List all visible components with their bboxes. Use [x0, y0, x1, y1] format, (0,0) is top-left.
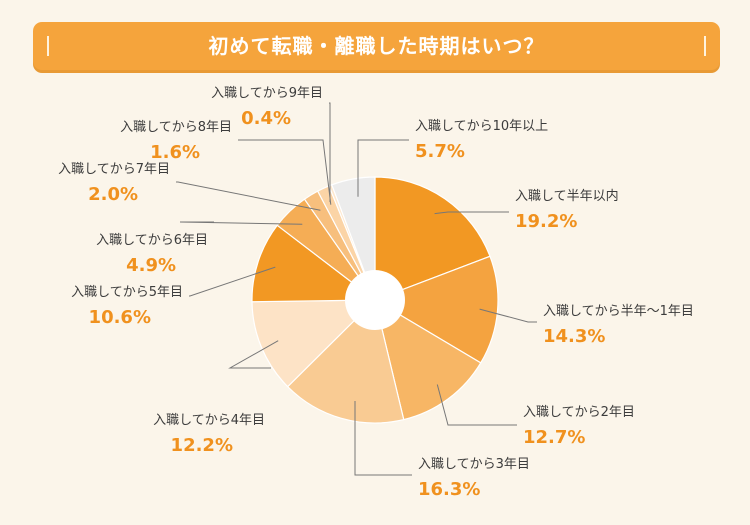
slice-value: 14.3% [543, 326, 605, 347]
leader-line [189, 266, 276, 297]
leader-line [228, 340, 279, 369]
leader-line [354, 401, 412, 476]
leader-line [434, 211, 509, 215]
slice-value: 10.6% [89, 307, 151, 328]
slice-label: 入職してから8年目 [120, 120, 232, 135]
pie-slice [374, 298, 482, 421]
slice-value: 19.2% [515, 211, 577, 232]
slice-label: 入職してから5年目 [71, 285, 183, 300]
leader-line [479, 308, 537, 323]
slice-label: 入職してから7年目 [58, 162, 170, 177]
slice-value: 0.4% [241, 108, 291, 129]
slice-label: 入職して半年以内 [515, 188, 619, 204]
pie-slice [374, 176, 491, 301]
slice-label: 入職してから10年以上 [415, 119, 548, 134]
leader-line [329, 102, 331, 203]
slice-value: 4.9% [126, 255, 176, 276]
slice-value: 12.7% [523, 427, 585, 448]
slice-value: 16.3% [418, 479, 480, 500]
slice-label: 入職してから2年目 [523, 405, 635, 420]
slice-value: 12.2% [171, 435, 233, 456]
title-bar: 初めて転職・離職した時期はいつ？ [33, 22, 720, 70]
slice-label: 入職してから半年〜1年目 [543, 304, 694, 319]
pie-slice [251, 299, 377, 388]
donut-hole [345, 270, 405, 330]
pie-slice [251, 224, 377, 303]
slice-label: 入職してから9年目 [211, 86, 323, 101]
slice-value: 5.7% [415, 141, 465, 162]
slice-label: 入職してから3年目 [418, 457, 530, 472]
title-right-bar [704, 36, 706, 56]
title-left-bar [47, 36, 49, 56]
slice-value: 2.0% [88, 184, 138, 205]
leader-line [179, 221, 303, 225]
pie-slice [286, 298, 405, 424]
leader-line [436, 384, 517, 426]
chart-title: 初めて転職・離職した時期はいつ？ [208, 34, 545, 58]
slice-label: 入職してから4年目 [153, 413, 265, 428]
slice-label: 入職してから6年目 [96, 233, 208, 248]
leader-line [357, 139, 409, 197]
slice-value: 1.6% [150, 142, 200, 163]
pie-slice [331, 176, 376, 301]
leader-line [238, 139, 332, 205]
pie-slice [373, 255, 499, 364]
leader-line [176, 181, 321, 211]
